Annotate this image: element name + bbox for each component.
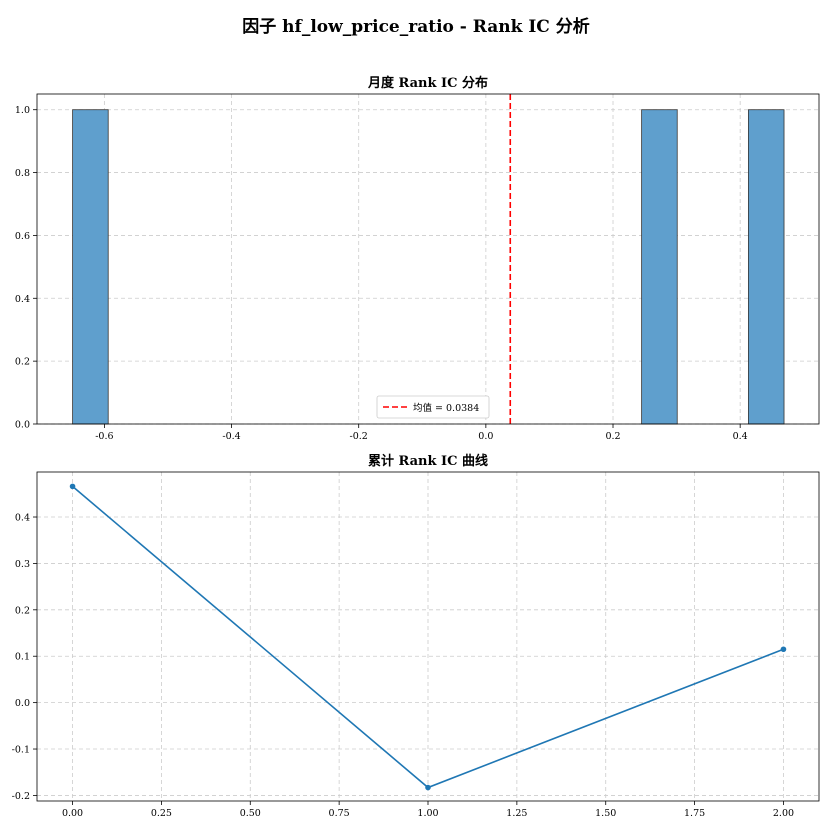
y-tick-label: 0.0 <box>15 420 30 431</box>
x-tick-label: 0.4 <box>733 431 748 442</box>
x-tick-label: 1.25 <box>506 808 527 819</box>
x-tick-label: -0.4 <box>222 431 240 442</box>
chart-title: 月度 Rank IC 分布 <box>367 75 488 91</box>
y-tick-label: 0.1 <box>15 652 30 663</box>
x-tick-label: 0.25 <box>151 808 172 819</box>
histogram-bar <box>72 109 109 425</box>
x-tick-label: 0.00 <box>62 808 83 819</box>
x-tick-label: -0.2 <box>350 431 368 442</box>
x-tick-label: 0.0 <box>478 431 493 442</box>
x-tick-label: 2.00 <box>773 808 794 819</box>
y-tick-label: -0.1 <box>12 745 30 756</box>
y-tick-label: 0.2 <box>15 357 30 368</box>
y-tick-label: 0.6 <box>15 231 30 242</box>
y-tick-label: 1.0 <box>15 105 30 116</box>
y-tick-label: 0.3 <box>15 559 30 570</box>
series-point <box>780 646 787 653</box>
y-tick-label: 0.0 <box>15 698 30 709</box>
x-tick-label: 0.75 <box>329 808 350 819</box>
y-tick-label: 0.4 <box>15 513 30 524</box>
histogram-bar <box>748 109 785 425</box>
x-tick-label: 1.50 <box>595 808 616 819</box>
x-tick-label: 0.50 <box>240 808 261 819</box>
y-tick-label: 0.2 <box>15 605 30 616</box>
series-point <box>425 784 431 791</box>
series-point <box>69 483 76 490</box>
y-tick-label: 0.4 <box>15 294 30 305</box>
chart-title: 累计 Rank IC 曲线 <box>368 453 488 469</box>
x-tick-label: 1.00 <box>417 808 438 819</box>
y-tick-label: -0.2 <box>12 791 30 802</box>
x-tick-label: 1.75 <box>684 808 705 819</box>
x-tick-label: -0.6 <box>95 431 113 442</box>
legend-box <box>376 395 490 419</box>
y-tick-label: 0.8 <box>15 168 30 179</box>
histogram-bar <box>641 109 678 425</box>
x-tick-label: 0.2 <box>605 431 620 442</box>
figure-title: 因子 hf_low_price_ratio - Rank IC 分析 <box>242 17 590 37</box>
axes-frame <box>36 93 820 425</box>
legend-label: 均值 = 0.0384 <box>413 402 479 414</box>
